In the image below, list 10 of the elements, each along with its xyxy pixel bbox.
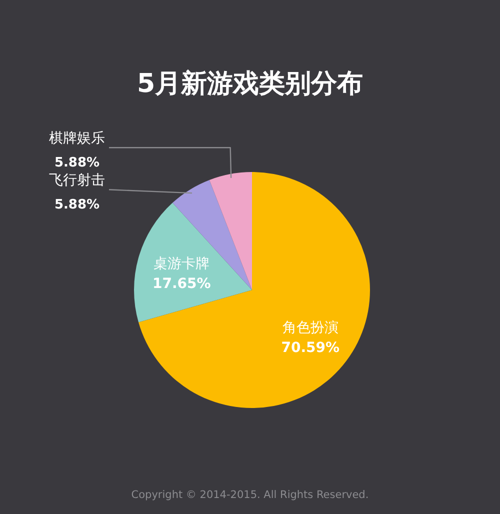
data-label: 70.59% <box>281 340 340 356</box>
chart-title: 5月新游戏类别分布 <box>136 69 364 99</box>
slice-label: 角色扮演 <box>282 320 338 336</box>
data-label: 5.88% <box>54 198 100 213</box>
data-label: 5.88% <box>54 156 100 171</box>
text: Copyright © 2014-2015. All Rights Reserved. <box>131 489 369 501</box>
slice-label: 桌游卡牌 <box>154 256 210 272</box>
data-label: 17.65% <box>152 276 211 292</box>
slice-label: 棋牌娱乐 <box>49 130 105 147</box>
slice-label: 飞行射击 <box>49 172 105 189</box>
